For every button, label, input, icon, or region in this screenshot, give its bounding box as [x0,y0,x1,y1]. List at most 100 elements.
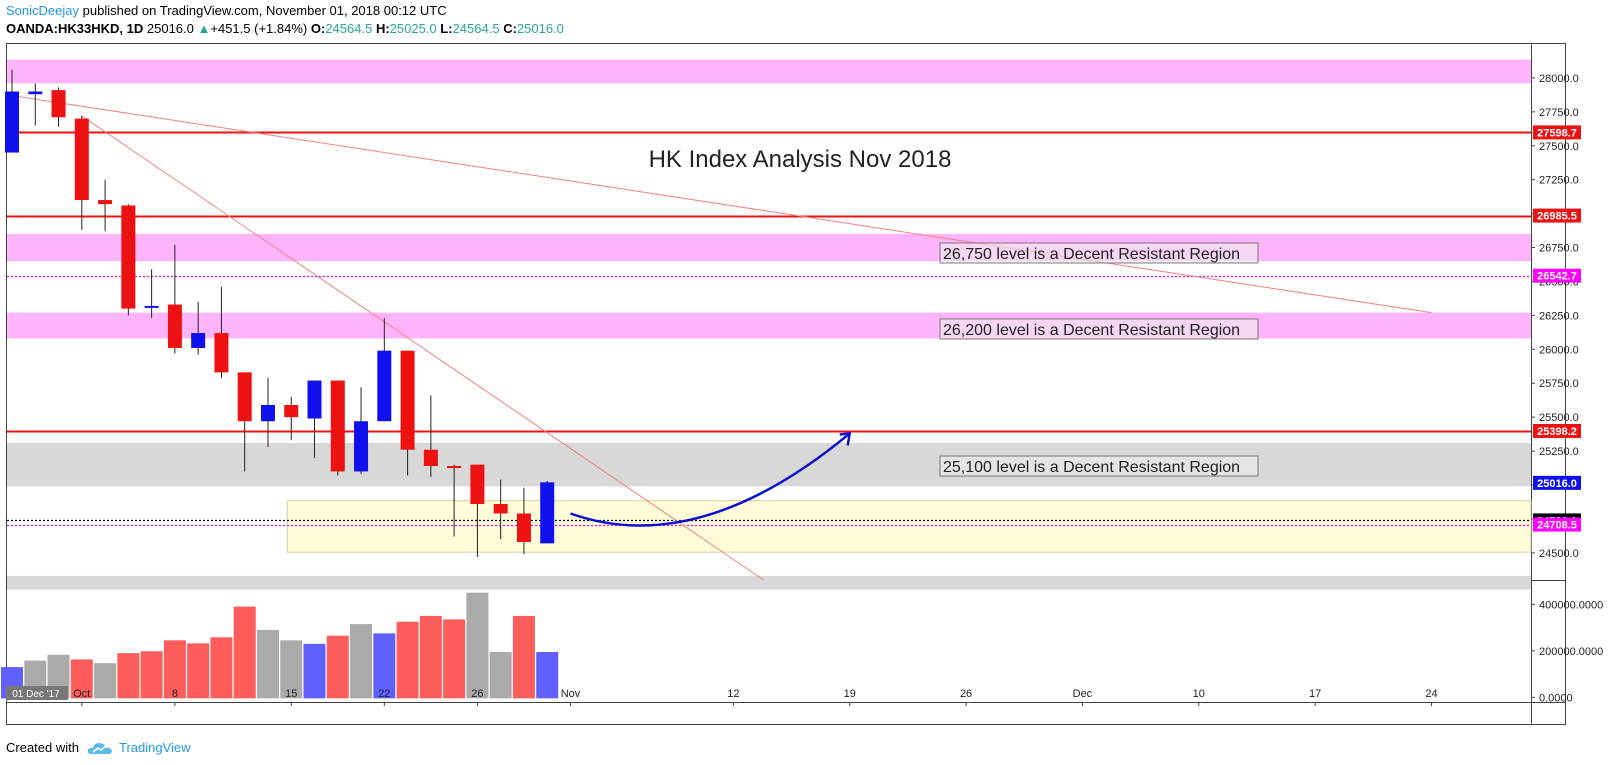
volume-bar-down [233,606,256,699]
trendline-long [11,95,1432,314]
chart-title: HK Index Analysis Nov 2018 [649,146,952,173]
time-tick-label: 19 [844,688,856,700]
time-tick-label: 10 [1193,688,1205,700]
price-tick-label: 26000.0 [1539,344,1579,356]
volume-bar-down [140,651,163,699]
volume-bar-neutral [94,663,117,699]
price-tick-label: 27750.0 [1539,107,1579,119]
candle-body-down [237,372,252,422]
high-label: H: [375,21,390,36]
volume-bar-neutral [256,629,279,699]
candle-body-down [447,466,462,469]
volume-bar-down [210,637,233,699]
candle-body-down [121,205,136,309]
price-label-last-25016: 25016.0 [1537,478,1577,490]
price-tick-label: 25750.0 [1539,378,1579,390]
author-link[interactable]: SonicDeejay [6,3,79,18]
low-label: L: [440,21,453,36]
annotations-layer: 26,750 level is a Decent Resistant Regio… [939,242,1259,477]
candle-body-down [284,404,299,418]
candle-body-down [167,304,182,348]
volume-bar-down [70,659,93,699]
created-with-text: Created with [6,740,79,755]
time-tick-label: 17 [1309,688,1321,700]
high-value: 25025.0 [389,21,437,36]
price-tick-label: 25250.0 [1539,446,1579,458]
candle-body-up [377,350,392,422]
zone-pink-26750 [7,233,1531,262]
candle-body-down [330,380,345,472]
time-tick-label: 24 [1425,688,1437,700]
candle-body-up [540,482,555,544]
time-tick-label: Nov [561,688,581,700]
volume-bar-down [396,621,419,699]
arrow-head-icon [839,432,852,446]
tradingview-link[interactable]: TradingView [118,740,191,755]
candle-body-down [423,449,438,467]
trendlines-layer [11,95,1432,581]
publish-line: SonicDeejay published on TradingView.com… [6,3,447,18]
price-tick-label: 25500.0 [1539,412,1579,424]
time-tick-label: Dec [1073,688,1093,700]
last-price: 25016.0 [146,21,194,36]
volume-tick-label: 400000.0000 [1539,599,1603,611]
candle-body-down [214,333,229,373]
time-tick-label: 12 [727,688,739,700]
candle-body-up [28,91,43,95]
annotation-box-note-26750 [939,242,1259,264]
low-value: 24564.5 [452,21,500,36]
price-label-pink-26542: 26542.7 [1537,271,1577,283]
price-label-bg-red-27598 [1533,125,1581,140]
price-label-pink-24708: 24708.5 [1537,520,1577,532]
trendline-steep [81,115,764,581]
zone-pink-28000 [7,59,1531,84]
price-chart[interactable]: 26,750 level is a Decent Resistant Regio… [0,40,1615,740]
candle-body-up [144,305,159,308]
price-label-bg-red-26985 [1533,208,1581,223]
volume-bar-up [536,651,559,699]
price-label-bg-pink-24708 [1533,517,1581,532]
open-value: 24564.5 [325,21,373,36]
candle-body-up [5,91,19,153]
zone-gray-25100 [7,442,1531,487]
volume-bar-up [373,633,396,699]
volume-tick-label: 0.0000 [1539,692,1573,704]
price-tick-label: 24500.0 [1539,548,1579,560]
candle-body-up [307,380,322,419]
time-tick-label-highlight: 01 Dec '17 [12,689,60,700]
annotation-box-note-26200 [939,318,1259,340]
time-label-highlight-bg [6,686,68,700]
volume-bar-down [419,615,442,699]
price-tick-label: 28000.0 [1539,73,1579,85]
volume-bar-down [443,619,466,699]
volume-bar-neutral [350,624,373,699]
volume-bar-down [117,653,140,699]
price-label-red-26985: 26985.5 [1537,211,1577,223]
price-label-bg-pink-26542 [1533,268,1581,283]
candle-body-down [516,513,531,543]
volume-bar-neutral [280,640,303,699]
tradingview-cloud-icon [87,742,112,754]
zone-gray-bottom [7,575,1531,590]
price-label-bg-last-25016 [1533,475,1581,490]
projection-arrow[interactable] [570,432,852,527]
close-value: 25016.0 [516,21,564,36]
candle-body-down [493,504,508,514]
change-arrow-icon: ▲ [197,21,211,36]
candle-body-up [191,333,206,348]
volume-tick-label: 200000.0000 [1539,646,1603,658]
time-tick-label: 22 [378,688,390,700]
symbol-label: OANDA:HK33HKD, 1D [6,21,144,36]
footer: Created with TradingView [6,740,191,755]
price-tick-label: 26250.0 [1539,310,1579,322]
time-tick-label: 15 [285,688,297,700]
volume-bar-neutral [466,592,489,699]
open-label: O: [310,21,326,36]
time-tick-label: Oct [73,688,90,700]
time-axis[interactable]: 01 Dec '17 Oct 8 15 22 26 Nov 12 19 26 Dec 10 17 24 [6,686,1438,706]
price-label-red-27598: 27598.7 [1537,127,1577,139]
time-tick-label: 26 [471,688,483,700]
volume-bar-up [303,643,326,699]
zone-pink-26200 [7,312,1531,339]
volume-bar-down [187,643,210,699]
